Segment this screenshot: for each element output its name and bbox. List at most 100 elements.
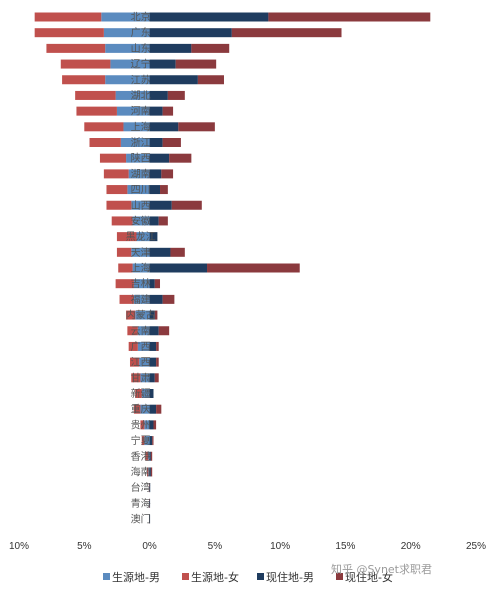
x-tick-label-7: 25% — [466, 541, 486, 552]
bar-current-male-28 — [149, 451, 151, 461]
bar-origin-male-21 — [137, 341, 150, 351]
x-axis-ticks: 10% 5% 0% 5% 10% 15% 20% 25% — [9, 541, 486, 552]
bar-current-male-18 — [149, 294, 163, 304]
bar-current-female-27 — [152, 436, 154, 446]
bar-origin-female-17 — [115, 279, 134, 289]
bar-current-male-11 — [149, 185, 161, 195]
bar-origin-female-19 — [126, 310, 136, 320]
legend-label-3: 现住地-女 — [345, 570, 393, 584]
category-label-6: 河南 — [131, 105, 151, 118]
legend-swatch-3 — [336, 573, 343, 580]
bar-origin-female-11 — [106, 185, 128, 195]
bar-current-female-5 — [167, 90, 185, 100]
category-label-28: 香港 — [131, 451, 151, 463]
bar-origin-male-27 — [144, 436, 150, 446]
bar-current-male-31 — [149, 498, 151, 508]
bar-current-male-3 — [149, 59, 176, 69]
bar-current-male-22 — [149, 357, 157, 367]
bar-origin-male-20 — [137, 326, 150, 336]
category-label-32: 澳门 — [131, 513, 151, 526]
category-label-0: 北京 — [131, 11, 151, 24]
bar-current-male-4 — [149, 75, 198, 85]
bar-origin-male-8 — [120, 138, 150, 147]
bar-origin-male-18 — [133, 294, 150, 304]
bar-origin-female-18 — [119, 294, 134, 304]
bar-current-female-20 — [158, 326, 170, 336]
category-label-5: 湖北 — [131, 90, 151, 102]
bar-current-female-9 — [169, 153, 192, 163]
bar-current-male-32 — [149, 514, 151, 524]
x-tick-label-3: 5% — [208, 541, 223, 552]
bar-origin-female-8 — [89, 138, 121, 147]
bar-current-female-8 — [162, 138, 181, 147]
bar-current-female-23 — [154, 373, 159, 383]
bar-origin-female-29 — [146, 467, 149, 477]
bar-origin-male-23 — [140, 373, 150, 383]
bar-origin-female-4 — [62, 75, 106, 85]
bar-origin-female-12 — [106, 200, 132, 210]
bar-origin-male-11 — [127, 185, 150, 195]
bar-current-male-14 — [149, 232, 158, 242]
legend: 生源地-男 生源地-女 现住地-男 现住地-女 — [103, 570, 393, 584]
category-label-29: 海南 — [131, 465, 151, 478]
category-label-11: 四川 — [131, 185, 151, 196]
bar-current-male-6 — [149, 106, 163, 116]
bar-current-female-13 — [158, 216, 168, 226]
bar-origin-male-24 — [141, 389, 150, 398]
bar-origin-female-24 — [135, 389, 142, 398]
category-label-14: 黑龙江 — [126, 230, 156, 243]
legend-swatch-1 — [182, 573, 189, 580]
bar-current-female-26 — [153, 420, 157, 430]
bar-current-male-29 — [149, 467, 151, 477]
bar-origin-male-4 — [105, 75, 150, 85]
bar-current-female-21 — [156, 341, 159, 351]
category-label-23: 甘肃 — [131, 371, 151, 384]
bar-current-female-2 — [191, 43, 230, 53]
bar-origin-male-30 — [149, 483, 150, 493]
category-label-3: 辽宁 — [131, 58, 151, 71]
bar-current-female-22 — [156, 357, 159, 367]
bar-current-female-18 — [162, 294, 175, 304]
bar-origin-female-10 — [103, 169, 129, 179]
category-label-10: 湖南 — [131, 167, 151, 180]
bar-current-female-25 — [156, 404, 162, 414]
bar-origin-female-22 — [129, 357, 140, 367]
bar-origin-female-32 — [149, 514, 150, 524]
bar-origin-male-19 — [135, 310, 150, 320]
watermark: 知乎 @Synet求职君 — [331, 562, 432, 576]
bar-origin-female-27 — [141, 436, 145, 446]
bar-current-female-15 — [170, 247, 185, 257]
category-label-9: 陕西 — [131, 152, 151, 165]
bar-current-male-7 — [149, 122, 179, 132]
category-label-22: 江西 — [131, 357, 151, 369]
x-tick-label-5: 15% — [335, 541, 355, 552]
bar-origin-female-9 — [99, 153, 127, 163]
bar-origin-male-1 — [103, 28, 150, 38]
bar-origin-male-3 — [110, 59, 150, 69]
category-label-24: 新疆 — [131, 387, 151, 400]
category-label-25: 重庆 — [131, 403, 151, 416]
bar-origin-male-10 — [128, 169, 150, 179]
bar-current-male-10 — [149, 169, 162, 179]
category-label-26: 贵州 — [131, 418, 151, 431]
bar-current-male-20 — [149, 326, 159, 336]
bar-origin-male-29 — [148, 467, 150, 477]
legend-swatch-0 — [103, 573, 110, 580]
bar-current-male-1 — [149, 28, 232, 38]
bar-current-female-3 — [175, 59, 217, 69]
category-label-17: 吉林 — [131, 277, 151, 290]
category-label-1: 广东 — [131, 26, 151, 39]
bar-origin-male-31 — [149, 498, 150, 508]
category-label-16: 上海 — [131, 262, 151, 275]
category-label-15: 天津 — [131, 247, 151, 259]
bar-origin-male-17 — [133, 279, 150, 289]
bar-origin-female-16 — [118, 263, 133, 273]
bar-origin-female-5 — [75, 90, 116, 100]
x-tick-label-0: 10% — [9, 541, 29, 552]
category-label-13: 安徽 — [131, 214, 151, 227]
bar-current-female-4 — [197, 75, 224, 85]
bar-current-female-0 — [268, 12, 431, 22]
bar-current-female-28 — [150, 451, 153, 461]
bar-current-female-6 — [162, 106, 174, 116]
